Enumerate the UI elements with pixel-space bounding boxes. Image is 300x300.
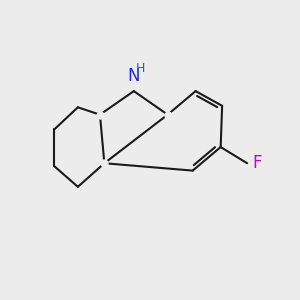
Text: F: F [253,154,262,172]
Text: N: N [128,67,140,85]
Text: H: H [136,62,146,75]
